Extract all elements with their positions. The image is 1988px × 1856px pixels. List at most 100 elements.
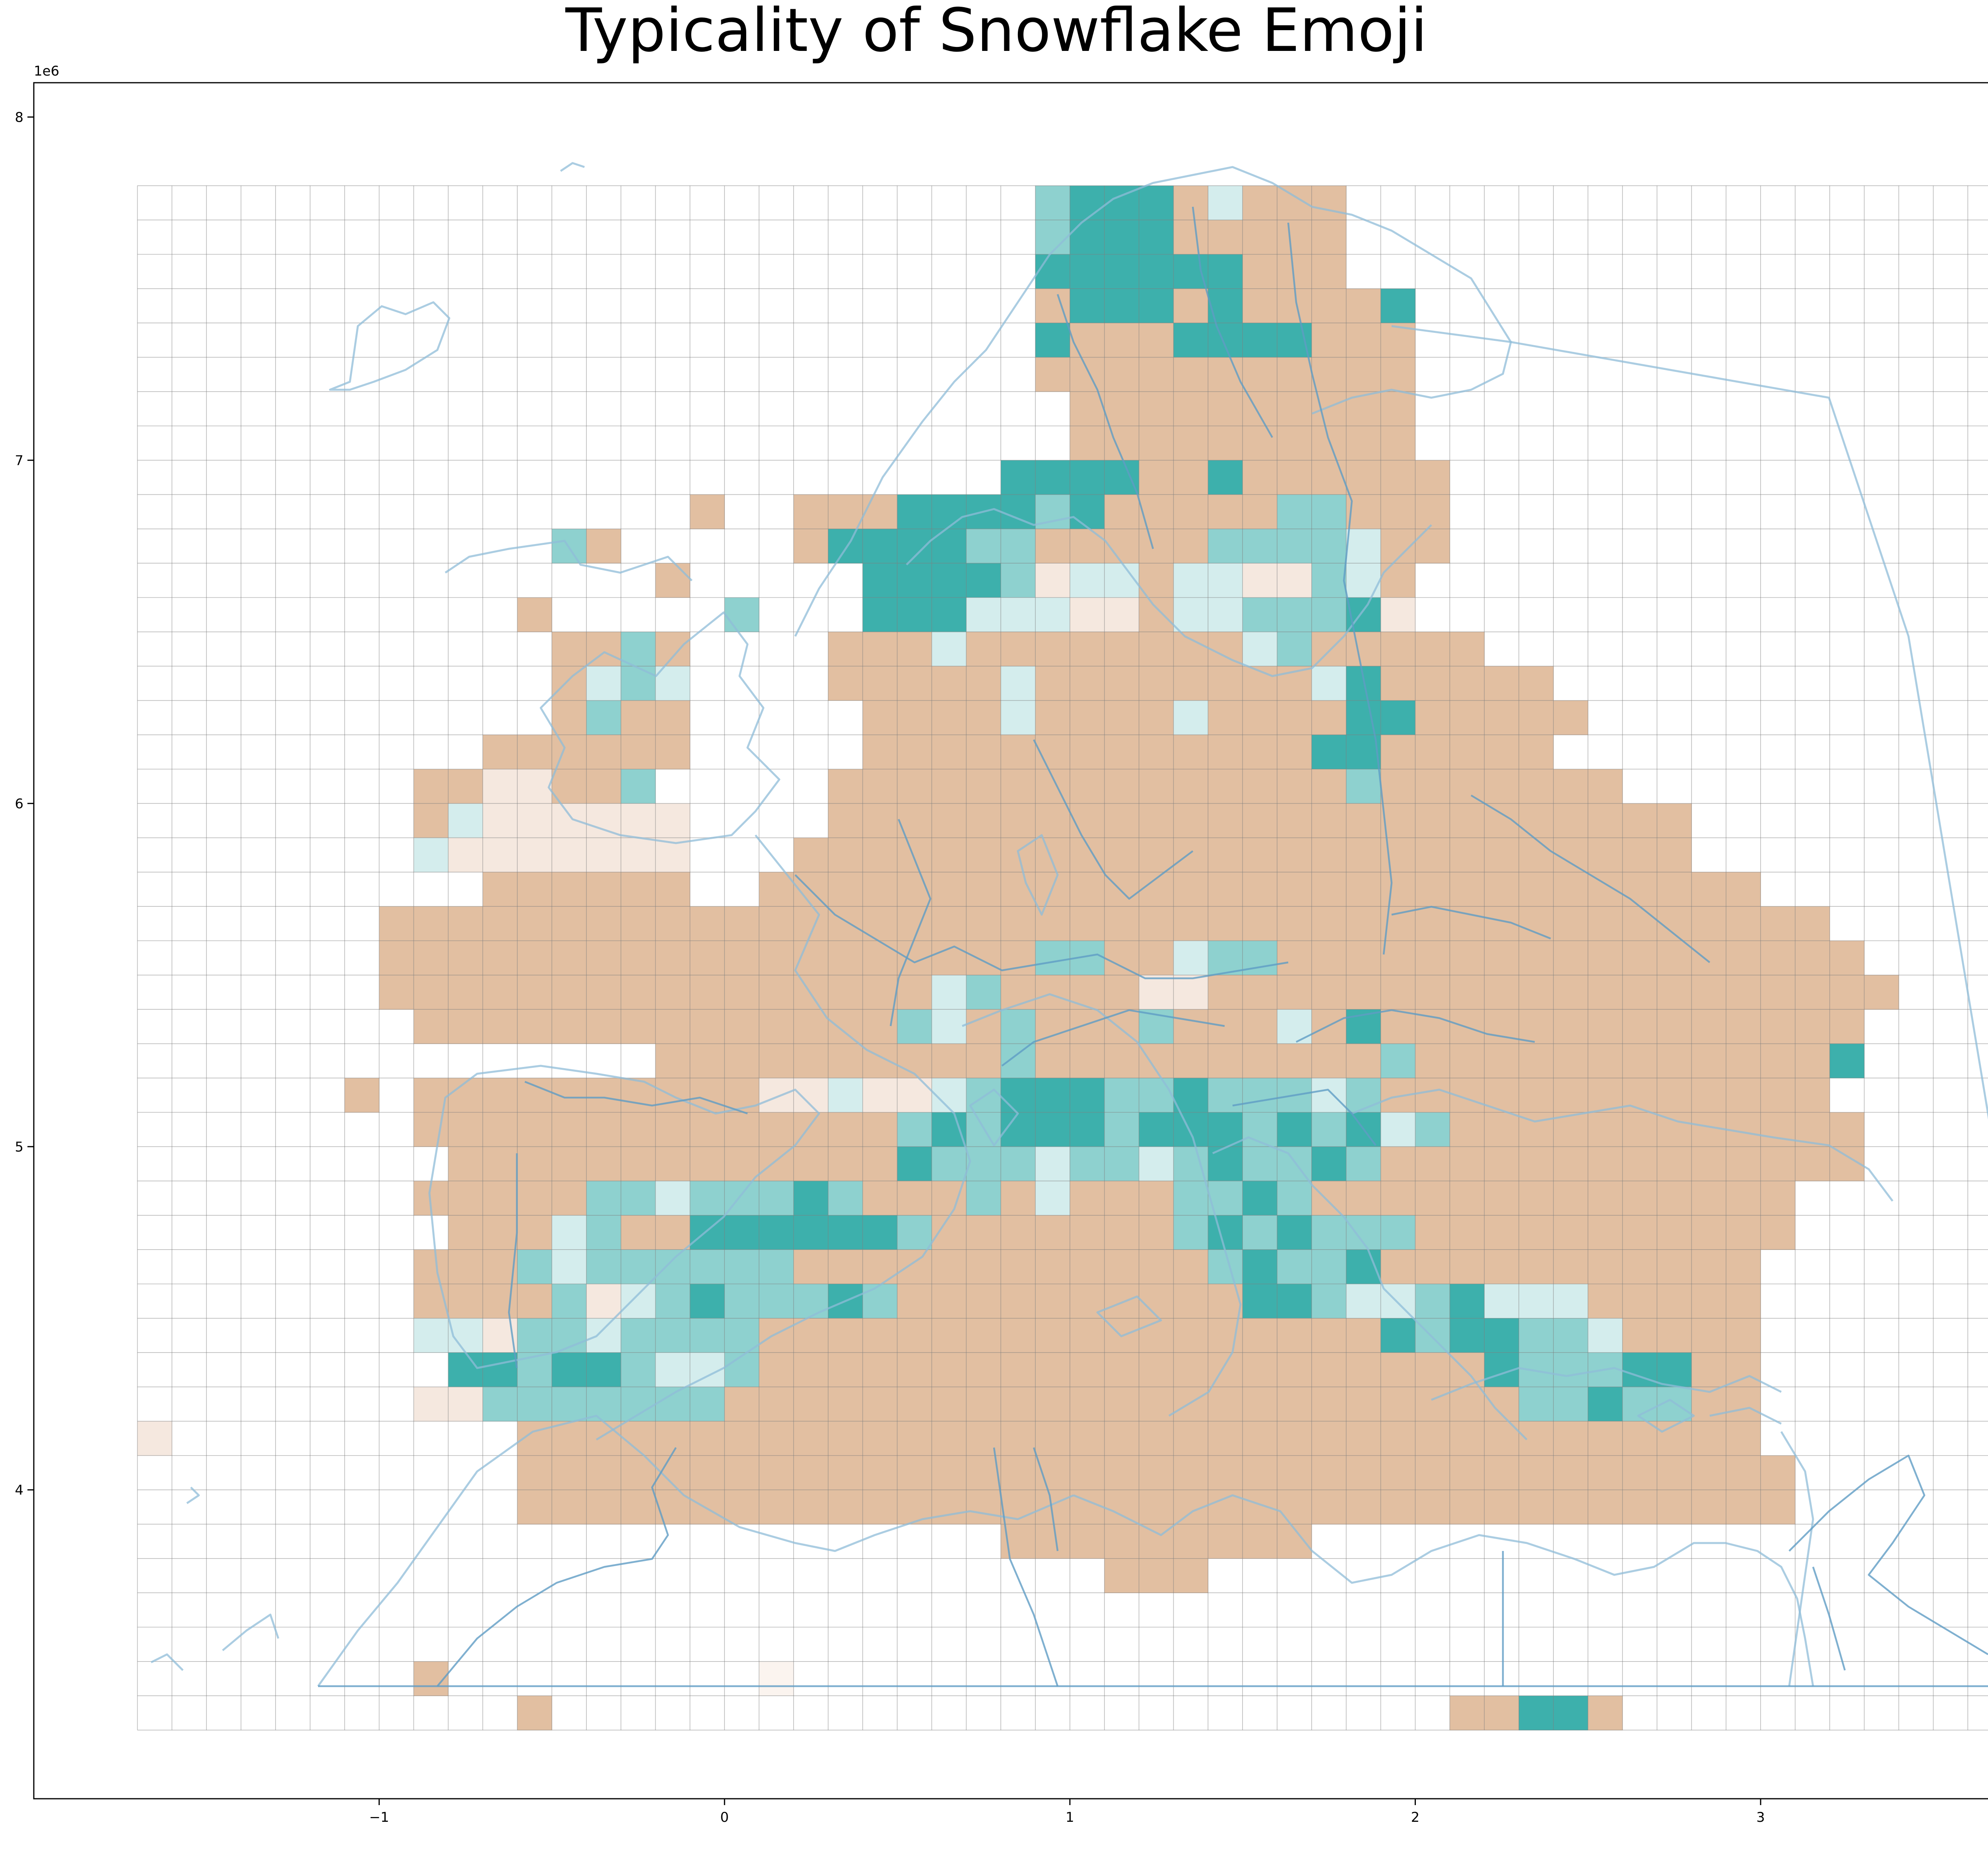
heatmap-cell bbox=[1415, 1215, 1450, 1250]
heatmap-cell bbox=[1484, 1147, 1519, 1182]
heatmap-cell bbox=[1139, 597, 1174, 632]
heatmap-cell bbox=[1001, 803, 1036, 838]
heatmap-cell bbox=[1035, 803, 1070, 838]
heatmap-cell bbox=[1139, 1181, 1174, 1216]
heatmap-cell bbox=[1001, 1387, 1036, 1422]
heatmap-cell bbox=[1519, 1181, 1554, 1216]
heatmap-cell bbox=[1450, 1318, 1485, 1353]
heatmap-cell bbox=[1104, 769, 1140, 804]
heatmap-cell bbox=[1519, 1078, 1554, 1113]
heatmap-cell bbox=[759, 1112, 794, 1147]
heatmap-cell bbox=[1726, 1215, 1761, 1250]
heatmap-cell bbox=[1346, 632, 1381, 667]
heatmap-cell bbox=[1588, 1044, 1623, 1079]
heatmap-cell bbox=[621, 1250, 656, 1285]
heatmap-cell bbox=[1173, 1009, 1208, 1044]
heatmap-cell bbox=[586, 769, 621, 804]
heatmap-cell bbox=[793, 1044, 829, 1079]
heatmap-cell bbox=[1726, 1181, 1761, 1216]
heatmap-cell bbox=[1311, 254, 1347, 289]
heatmap-cell bbox=[1208, 460, 1243, 495]
heatmap-cell bbox=[1277, 460, 1312, 495]
heatmap-cell bbox=[1001, 597, 1036, 632]
heatmap-cell bbox=[1380, 391, 1416, 426]
heatmap-cell bbox=[759, 906, 794, 941]
heatmap-cell bbox=[1035, 529, 1070, 564]
heatmap-cell bbox=[759, 1044, 794, 1079]
heatmap-cell bbox=[1415, 494, 1450, 529]
heatmap-cell bbox=[1208, 1524, 1243, 1559]
heatmap-cell bbox=[1380, 735, 1416, 770]
heatmap-cell bbox=[517, 769, 552, 804]
heatmap-cell bbox=[655, 1112, 690, 1147]
heatmap-cell bbox=[1450, 872, 1485, 907]
heatmap-cell bbox=[517, 1112, 552, 1147]
heatmap-cell bbox=[1346, 357, 1381, 392]
heatmap-cell bbox=[1415, 1044, 1450, 1079]
heatmap-cell bbox=[1415, 529, 1450, 564]
heatmap-cell bbox=[1139, 357, 1174, 392]
heatmap-cell bbox=[897, 563, 932, 598]
heatmap-cell bbox=[1242, 597, 1277, 632]
heatmap-cell bbox=[1622, 906, 1658, 941]
heatmap-cell bbox=[1070, 1353, 1105, 1387]
heatmap-cell bbox=[483, 1078, 518, 1113]
heatmap-cell bbox=[1104, 1524, 1140, 1559]
heatmap-cell bbox=[1277, 700, 1312, 735]
heatmap-cell bbox=[1242, 1318, 1277, 1353]
y-tick-label: 6 bbox=[15, 796, 23, 812]
heatmap-cell bbox=[621, 1353, 656, 1387]
heatmap-cell bbox=[1380, 1318, 1416, 1353]
heatmap-cell bbox=[724, 1250, 759, 1285]
heatmap-cell bbox=[1208, 1353, 1243, 1387]
heatmap-cell bbox=[828, 872, 863, 907]
heatmap-cell bbox=[1277, 1421, 1312, 1456]
heatmap-cell bbox=[586, 838, 621, 873]
heatmap-cell bbox=[1035, 1078, 1070, 1113]
heatmap-cell bbox=[1104, 1490, 1140, 1525]
heatmap-cell bbox=[1035, 1421, 1070, 1456]
heatmap-cell bbox=[966, 700, 1001, 735]
heatmap-cell bbox=[1519, 1250, 1554, 1285]
heatmap-cell bbox=[1691, 872, 1726, 907]
heatmap-cell bbox=[379, 975, 414, 1010]
heatmap-cell bbox=[932, 941, 967, 976]
heatmap-cell bbox=[690, 1147, 725, 1182]
heatmap-cell bbox=[1380, 563, 1416, 598]
heatmap-cell bbox=[690, 1387, 725, 1422]
heatmap-cell bbox=[551, 1250, 587, 1285]
heatmap-cell bbox=[1311, 975, 1347, 1010]
heatmap-cell bbox=[793, 1147, 829, 1182]
heatmap-cell bbox=[1588, 1147, 1623, 1182]
heatmap-cell bbox=[1380, 1387, 1416, 1422]
heatmap-cell bbox=[1208, 838, 1243, 873]
heatmap-cell bbox=[655, 1284, 690, 1319]
heatmap-cell bbox=[1001, 1147, 1036, 1182]
heatmap-cell bbox=[1277, 838, 1312, 873]
heatmap-cell bbox=[1311, 1456, 1347, 1490]
heatmap-cell bbox=[1657, 803, 1692, 838]
heatmap-cell bbox=[966, 769, 1001, 804]
heatmap-cell bbox=[621, 838, 656, 873]
heatmap-cell bbox=[1622, 1421, 1658, 1456]
heatmap-cell bbox=[932, 700, 967, 735]
heatmap-cell bbox=[897, 1387, 932, 1422]
heatmap-cell bbox=[1553, 1250, 1588, 1285]
heatmap-cell bbox=[1484, 769, 1519, 804]
heatmap-cell bbox=[932, 1112, 967, 1147]
heatmap-cell bbox=[1001, 872, 1036, 907]
heatmap-cell bbox=[1691, 975, 1726, 1010]
heatmap-cell bbox=[828, 1387, 863, 1422]
heatmap-cell bbox=[1277, 906, 1312, 941]
heatmap-cell bbox=[828, 1112, 863, 1147]
heatmap-cell bbox=[1380, 597, 1416, 632]
heatmap-cell bbox=[1070, 1112, 1105, 1147]
heatmap-cell bbox=[897, 1318, 932, 1353]
heatmap-cell bbox=[1311, 1181, 1347, 1216]
heatmap-cell bbox=[759, 1215, 794, 1250]
heatmap-cell bbox=[1104, 357, 1140, 392]
heatmap-cell bbox=[759, 1387, 794, 1422]
heatmap-cell bbox=[897, 1353, 932, 1387]
heatmap-cell bbox=[1346, 700, 1381, 735]
heatmap-cell bbox=[1657, 1353, 1692, 1387]
